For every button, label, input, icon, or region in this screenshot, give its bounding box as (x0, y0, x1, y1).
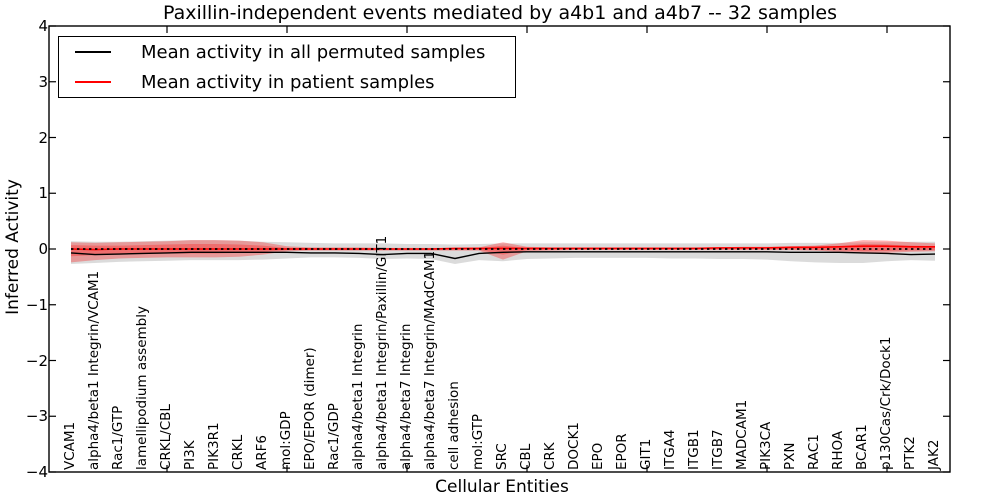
y-tick-label: 3 (38, 72, 48, 91)
x-tick-label: CRKL/CBL (158, 404, 174, 470)
x-tick-label: EPO/EPOR (dimer) (302, 347, 318, 470)
x-tick-label: PIK3CA (758, 421, 774, 470)
x-tick-label: CBL (518, 443, 534, 470)
x-tick-label: VCAM1 (62, 421, 78, 470)
x-tick-label: alpha4/beta7 Integrin (398, 323, 414, 470)
x-axis-title: Cellular Entities (435, 477, 569, 497)
x-tick-label: alpha4/beta1 Integrin/VCAM1 (86, 270, 102, 470)
x-tick-label: alpha4/beta7 Integrin/MAdCAM1 (422, 250, 438, 470)
x-tick-label: EPO (590, 442, 606, 470)
x-tick-label: RAC1 (806, 434, 822, 470)
legend-item: Mean activity in patient samples (59, 70, 515, 94)
x-tick-label: lamellipodium assembly (134, 306, 150, 470)
y-tick-label: −3 (25, 407, 48, 426)
legend-item-label: Mean activity in patient samples (141, 71, 435, 93)
x-tick-label: BCAR1 (854, 424, 870, 470)
x-tick-label: JAK2 (926, 439, 942, 470)
x-tick-label: alpha4/beta1 Integrin (350, 323, 366, 470)
band-patient-range-inner (71, 243, 935, 257)
x-tick-label: p130Cas/Crk/Dock1 (878, 336, 894, 470)
y-tick-label: −4 (25, 463, 48, 481)
chart-title: Paxillin-independent events mediated by … (162, 2, 838, 24)
y-tick-label: −1 (25, 295, 48, 314)
y-tick-label: 1 (38, 184, 48, 203)
x-tick-label: PI3K (182, 440, 198, 470)
x-tick-label: mol:GDP (278, 411, 294, 470)
x-tick-label: mol:GTP (470, 413, 486, 470)
x-tick-label: PIK3R1 (206, 422, 222, 470)
x-tick-label: CRKL (230, 434, 246, 470)
x-tick-label: MADCAM1 (734, 399, 750, 470)
legend-line-sample (75, 81, 111, 83)
legend-line-sample (75, 51, 111, 53)
x-tick-label: GIT1 (638, 438, 654, 470)
x-tick-label: cell adhesion (446, 381, 462, 470)
x-tick-label: CRK (542, 442, 558, 470)
legend: Mean activity in all permuted samples Mea… (58, 36, 516, 98)
x-tick-label: Rac1/GDP (326, 403, 342, 470)
x-tick-label: ITGB7 (710, 429, 726, 470)
x-tick-label: alpha4/beta1 Integrin/Paxillin/GIT1 (374, 235, 390, 470)
x-tick-label: DOCK1 (566, 422, 582, 470)
x-tick-label: EPOR (614, 433, 630, 470)
x-tick-label: PXN (782, 442, 798, 471)
series-line-solid-black (70, 251, 936, 260)
x-tick-label: RHOA (830, 430, 846, 470)
legend-item-label: Mean activity in all permuted samples (141, 41, 486, 63)
x-tick-label: ARF6 (254, 435, 270, 470)
y-tick-label: 4 (38, 17, 48, 35)
band-patient-range-outer (71, 240, 935, 263)
legend-item: Mean activity in all permuted samples (59, 40, 515, 64)
x-tick-label: ITGA4 (662, 429, 678, 470)
x-tick-label: Rac1/GTP (110, 405, 126, 470)
y-axis-title: Inferred Activity (3, 179, 23, 315)
x-tick-label: PTK2 (902, 436, 918, 470)
x-tick-label: ITGB1 (686, 429, 702, 470)
y-tick-label: 0 (38, 240, 48, 258)
y-tick-label: −2 (25, 351, 48, 370)
y-tick-label: 2 (38, 128, 48, 147)
x-tick-label: SRC (494, 443, 510, 470)
